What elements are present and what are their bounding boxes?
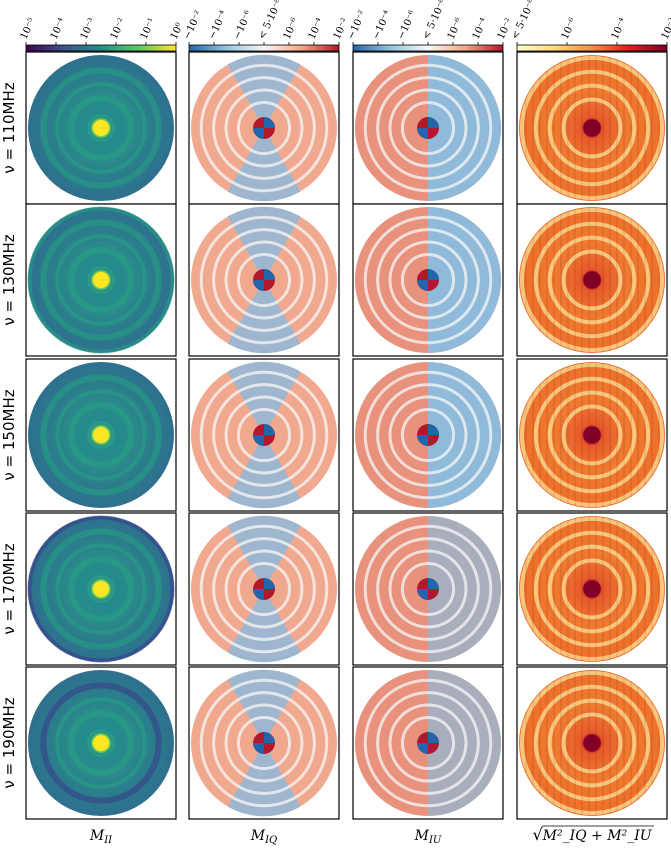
row-labels: ν = 110MHz ν = 130MHz ν = 150MHz ν = 170MHz… [0,82,18,788]
panel-r3-c4 [516,358,668,512]
colorbar-tick-label: < 5·10⁻⁸ [257,0,285,41]
colorbar-tick-label: −10⁻⁴ [207,9,230,41]
row-label-5: ν = 190MHz [0,697,18,788]
panel-r4-c2 [188,512,340,666]
colorbar-tick-label: 10⁻⁴ [307,17,326,42]
colorbar-3: −10⁻² −10⁻⁴ −10⁻⁶ < 5·10⁻⁸10⁻⁶ 10⁻⁴ 10⁻² [346,0,515,52]
colorbar-tick-label: −10⁻⁶ [396,9,419,41]
colorbar-1: 10⁻⁵ 10⁻⁴ 10⁻³ 10⁻² 10⁻¹ 10⁰ [19,17,186,52]
colorbar-tick-label: 10⁻² [109,17,128,42]
panel-r1-c1 [25,51,177,205]
colorbar-tick-label: 10⁻⁴ [610,17,629,42]
panel-r2-c2 [188,203,340,357]
panel-r5-c4 [516,666,668,820]
panel-r3-c2 [188,358,340,512]
panel-r1-c4 [516,51,668,205]
panel-r1-c3 [352,51,504,205]
row-label-3: ν = 150MHz [0,389,18,480]
panel-r3-c3 [352,358,504,512]
row-label-2: ν = 130MHz [0,234,18,325]
column-label-1: MII [89,828,113,846]
colorbar-tick-label: 10⁻¹ [139,17,158,42]
panel-r5-c2 [188,666,340,820]
column-label-3: MIU [414,828,442,846]
colorbars: 10⁻⁵ 10⁻⁴ 10⁻³ 10⁻² 10⁻¹ 10⁰−10⁻² −10⁻⁴ −10⁻⁶ < … [19,0,671,52]
panel-r3-c1 [25,358,177,512]
colorbar-tick-label: −10⁻² [182,9,205,41]
panel-r5-c1 [25,666,177,820]
row-label-4: ν = 170MHz [0,543,18,634]
colorbar-tick-label: −10⁻⁴ [371,9,394,41]
row-label-1: ν = 110MHz [0,82,18,173]
panel-r4-c3 [352,512,504,666]
panel-r2-c4 [516,203,668,357]
colorbar-tick-label: 10⁻⁴ [471,17,490,42]
colorbar-tick-label: < 5·10⁻⁸ [510,0,538,41]
colorbar-tick-label: < 5·10⁻⁸ [421,0,449,41]
panel-r4-c1 [25,512,177,666]
panel-grid [25,51,668,820]
colorbar-tick-label: 10⁻⁴ [49,17,68,42]
colorbar-4: < 5·10⁻⁸ 10⁻⁶ 10⁻⁴ 10⁻² [510,0,671,52]
panel-r5-c3 [352,666,504,820]
column-label-4: √M²_IQ + M²_IU [532,825,652,844]
column-label-2: MIQ [250,828,278,846]
panel-r2-c1 [25,203,177,357]
panel-r2-c3 [352,203,504,357]
colorbar-tick-label: 10⁻⁶ [560,17,579,42]
colorbar-tick-label: 10⁻⁶ [282,17,301,42]
colorbar-tick-label: 10⁻³ [79,17,98,42]
colorbar-tick-label: 10⁻⁵ [19,17,38,42]
colorbar-tick-label: −10⁻⁶ [232,9,255,41]
colorbar-tick-label: 10⁻⁶ [446,17,465,42]
colorbar-2: −10⁻² −10⁻⁴ −10⁻⁶ < 5·10⁻⁸10⁻⁶ 10⁻⁴ 10⁻² [182,0,351,52]
column-labels: MII MIQ MIU √M²_IQ + M²_IU [89,825,654,846]
colorbar-tick-label: 10⁻² [660,17,671,42]
panel-r1-c2 [188,51,340,205]
panel-r4-c4 [516,512,668,666]
